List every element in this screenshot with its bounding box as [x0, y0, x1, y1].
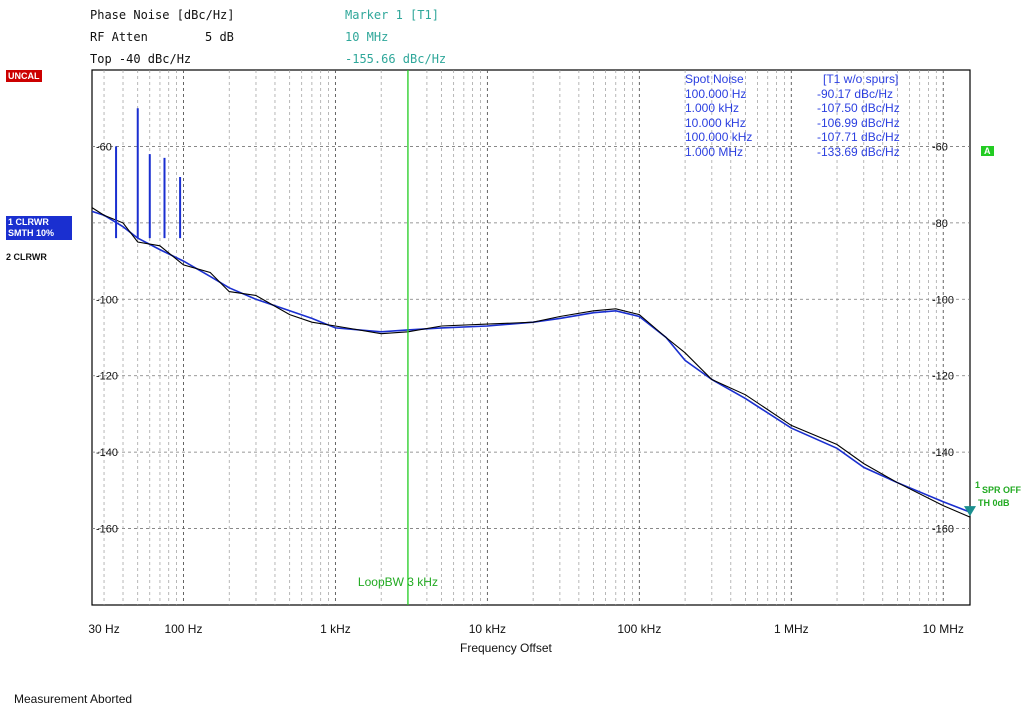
loop-bw-marker-label: LoopBW 3 kHz	[358, 575, 438, 589]
x-axis-title: Frequency Offset	[460, 641, 552, 655]
spot-noise-row: 100.000 Hz -90.17 dBc/Hz	[675, 87, 935, 102]
y-tick-label-right: -120	[932, 371, 954, 383]
y-tick-label-left: -140	[96, 447, 118, 459]
y-tick-label-left: -100	[96, 294, 118, 306]
y-tick-label-right: -80	[932, 218, 948, 230]
x-tick-label: 10 kHz	[469, 622, 506, 636]
spot-noise-value: -133.69 dBc/Hz	[817, 145, 900, 160]
y-tick-label-right: -100	[932, 294, 954, 306]
trace-2-line	[92, 208, 970, 517]
spot-noise-frequency: 100.000 kHz	[685, 130, 752, 145]
spot-noise-value: -107.50 dBc/Hz	[817, 101, 900, 116]
spot-noise-frequency: 1.000 MHz	[685, 145, 743, 160]
spot-noise-value: -107.71 dBc/Hz	[817, 130, 900, 145]
spot-noise-row: 100.000 kHz -107.71 dBc/Hz	[675, 130, 935, 145]
x-tick-label: 1 kHz	[320, 622, 351, 636]
y-tick-label-left: -160	[96, 524, 118, 536]
traces	[92, 108, 970, 517]
x-tick-label: 1 MHz	[774, 622, 809, 636]
tick-labels: 30 Hz 100 Hz 1 kHz 10 kHz 100 kHz 1 MHz 10 MHz…	[88, 141, 964, 636]
spot-noise-value: -106.99 dBc/Hz	[817, 116, 900, 131]
spot-noise-row: 10.000 kHz -106.99 dBc/Hz	[675, 116, 935, 131]
x-tick-label: 10 MHz	[923, 622, 964, 636]
x-tick-label: 100 kHz	[617, 622, 661, 636]
spot-noise-row: 1.000 kHz -107.50 dBc/Hz	[675, 101, 935, 116]
spot-noise-title: Spot Noise	[685, 72, 744, 87]
spot-noise-rows: 100.000 Hz -90.17 dBc/Hz 1.000 kHz -107.50 …	[675, 87, 935, 160]
spot-noise-value: -90.17 dBc/Hz	[817, 87, 893, 102]
spot-noise-column-header: [T1 w/o spurs]	[823, 72, 898, 87]
spot-noise-frequency: 10.000 kHz	[685, 116, 746, 131]
x-tick-label: 100 Hz	[164, 622, 202, 636]
trace-1-line	[92, 211, 970, 512]
spot-noise-frequency: 100.000 Hz	[685, 87, 746, 102]
x-tick-label: 30 Hz	[88, 622, 119, 636]
status-message: Measurement Aborted	[14, 692, 132, 706]
spot-noise-frequency: 1.000 kHz	[685, 101, 739, 116]
y-tick-label-right: -160	[932, 524, 954, 536]
y-tick-label-right: -140	[932, 447, 954, 459]
y-tick-label-left: -120	[96, 371, 118, 383]
spot-noise-row: 1.000 MHz -133.69 dBc/Hz	[675, 145, 935, 160]
y-tick-label-left: -60	[96, 141, 112, 153]
spot-noise-table: Spot Noise [T1 w/o spurs] 100.000 Hz -90.…	[675, 72, 935, 160]
